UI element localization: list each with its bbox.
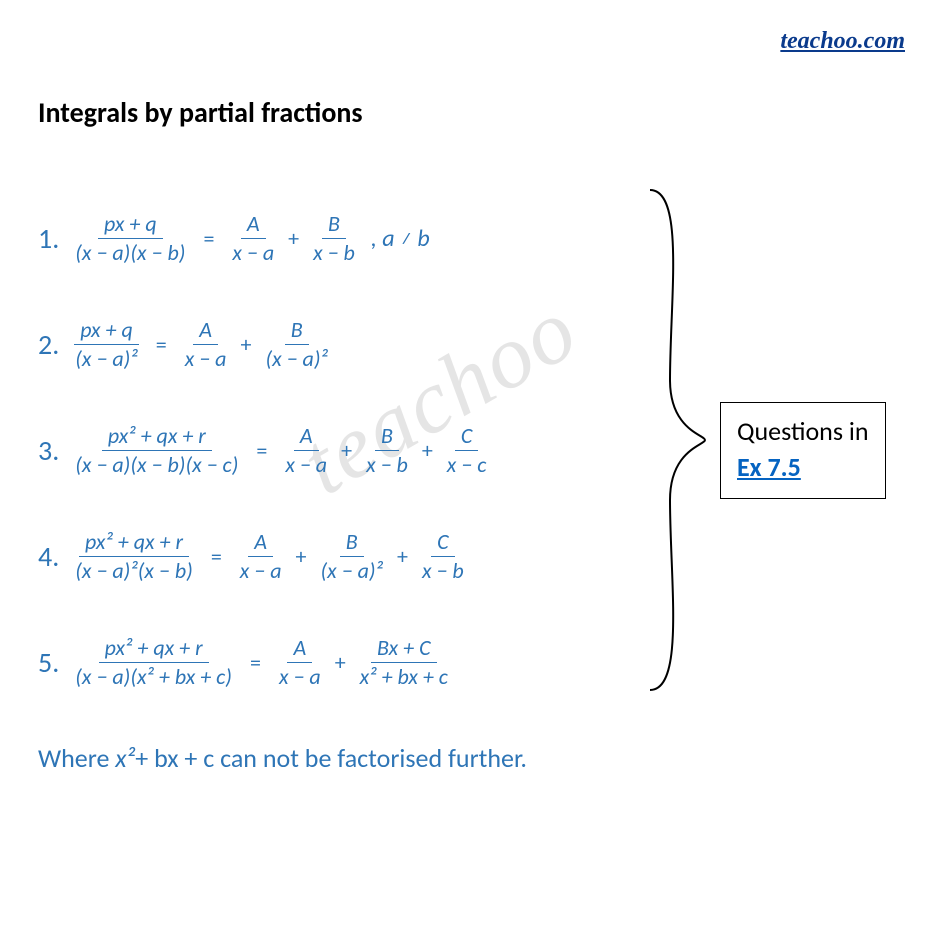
formula-lhs: px² + qx + r(x − a)²(x − b) [69, 528, 199, 584]
callout-text: Questions in [737, 413, 869, 449]
formula-list: 1. px + q(x − a)(x − b) = Ax − a + Bx − b , a … [38, 210, 628, 740]
plus-sign: + [288, 225, 299, 252]
formula-term: Ax − a [234, 528, 288, 584]
formula-number: 1. [38, 221, 59, 256]
formula-term: Bx + Cx² + bx + c [354, 634, 454, 690]
formula-lhs: px² + qx + r(x − a)(x² + bx + c) [69, 634, 238, 690]
formula-term: Ax − a [226, 210, 280, 266]
plus-sign: + [341, 437, 352, 464]
footnote: Where x²+ bx + c can not be factorised f… [38, 742, 527, 774]
formula-row: 2. px + q(x − a)² = Ax − a + B(x − a)² [38, 316, 628, 372]
site-logo: teachoo.com [780, 28, 905, 55]
formula-number: 4. [38, 539, 59, 574]
footnote-mid: x² [115, 742, 135, 774]
plus-sign: + [422, 437, 433, 464]
formula-number: 5. [38, 645, 59, 680]
equals-sign: = [203, 225, 214, 252]
formula-row: 5. px² + qx + r(x − a)(x² + bx + c) = Ax − … [38, 634, 628, 690]
formula-term: B(x − a)² [259, 316, 333, 372]
formula-condition: , a ≠ b [371, 224, 430, 253]
formula-lhs: px² + qx + r(x − a)(x − b)(x − c) [69, 422, 244, 478]
formula-term: Cx − c [441, 422, 493, 478]
formula-term: Bx − b [360, 422, 414, 478]
page-title: Integrals by partial fractions [38, 95, 363, 130]
plus-sign: + [240, 331, 251, 358]
formula-number: 2. [38, 327, 59, 362]
plus-sign: + [335, 649, 346, 676]
formula-row: 1. px + q(x − a)(x − b) = Ax − a + Bx − b , a … [38, 210, 628, 266]
formula-term: Ax − a [279, 422, 333, 478]
formula-term: Cx − b [416, 528, 470, 584]
formula-row: 4. px² + qx + r(x − a)²(x − b) = Ax − a + B(x… [38, 528, 628, 584]
formula-lhs: px + q(x − a)² [69, 316, 143, 372]
equals-sign: = [211, 543, 222, 570]
formula-term: B(x − a)² [315, 528, 389, 584]
formula-term: Bx − b [307, 210, 361, 266]
exercise-link[interactable]: Ex 7.5 [737, 451, 801, 483]
curly-brace [640, 180, 710, 700]
equals-sign: = [250, 649, 261, 676]
formula-term: Ax − a [179, 316, 233, 372]
equals-sign: = [156, 331, 167, 358]
footnote-post: + bx + c can not be factorised further. [135, 742, 527, 774]
formula-lhs: px + q(x − a)(x − b) [69, 210, 191, 266]
formula-number: 3. [38, 433, 59, 468]
formula-row: 3. px² + qx + r(x − a)(x − b)(x − c) = Ax −… [38, 422, 628, 478]
plus-sign: + [296, 543, 307, 570]
formula-term: Ax − a [273, 634, 327, 690]
callout-box: Questions in Ex 7.5 [720, 402, 886, 499]
footnote-pre: Where [38, 742, 115, 774]
plus-sign: + [397, 543, 408, 570]
equals-sign: = [256, 437, 267, 464]
